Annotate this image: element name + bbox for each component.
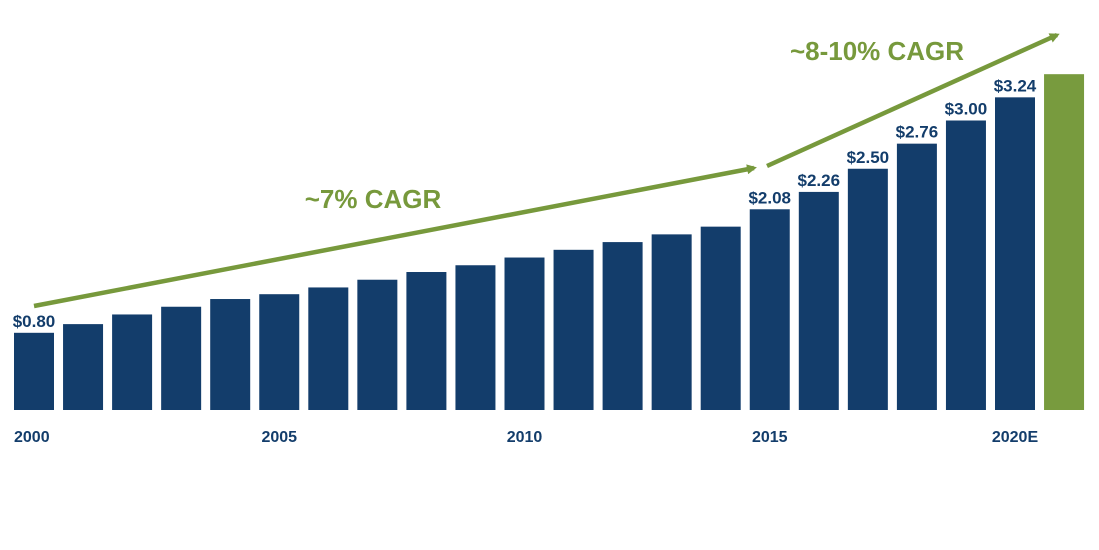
bar-2010	[504, 257, 545, 410]
cagr-label-2: ~8-10% CAGR	[790, 36, 964, 66]
bar-2019	[945, 120, 986, 410]
bar-2015	[749, 209, 790, 410]
data-label-2017: $2.50	[847, 148, 890, 167]
bar-2011	[553, 249, 594, 410]
bar-2000	[14, 332, 54, 410]
bar-2001	[63, 324, 104, 410]
bars-group	[14, 74, 1085, 411]
bar-2014	[700, 226, 741, 410]
bar-2020E	[995, 97, 1035, 410]
data-label-2020E: $3.24	[994, 76, 1037, 95]
cagr-arrow-2	[766, 32, 1060, 169]
bar-2002	[112, 314, 153, 410]
x-axis-tick-labels: 2000 2005 2010 2015 2020E	[14, 429, 1038, 446]
tick-label-2000: 2000	[14, 429, 50, 446]
bar-2003	[161, 306, 202, 410]
bar-2009	[455, 265, 496, 410]
bar-2006	[308, 287, 349, 410]
bar-2008	[406, 272, 447, 410]
data-labels-group: $0.80 $2.08 $2.26 $2.50 $2.76 $3.00 $3.24	[13, 76, 1037, 330]
bar-projection	[1044, 74, 1085, 411]
cagr-arrows: ~7% CAGR ~8-10% CAGR	[33, 32, 1060, 309]
bar-2013	[651, 234, 692, 410]
data-label-2019: $3.00	[945, 100, 988, 119]
cagr-label-1: ~7% CAGR	[305, 184, 442, 214]
bar-2005	[259, 294, 300, 410]
data-label-2018: $2.76	[896, 123, 939, 142]
data-label-2016: $2.26	[798, 171, 841, 190]
tick-label-2010: 2010	[507, 429, 543, 446]
tick-label-2020E: 2020E	[992, 429, 1039, 446]
cagr-arrow-1	[33, 164, 757, 309]
data-label-2000: $0.80	[13, 312, 56, 331]
bar-2018	[896, 143, 937, 410]
bar-2012	[602, 242, 643, 410]
bar-2016	[798, 191, 839, 410]
tick-label-2005: 2005	[261, 429, 297, 446]
data-label-2015: $2.08	[748, 188, 791, 207]
tick-label-2015: 2015	[752, 429, 788, 446]
bar-2007	[357, 279, 398, 410]
bar-2017	[847, 168, 888, 410]
bar-2004	[210, 299, 251, 410]
